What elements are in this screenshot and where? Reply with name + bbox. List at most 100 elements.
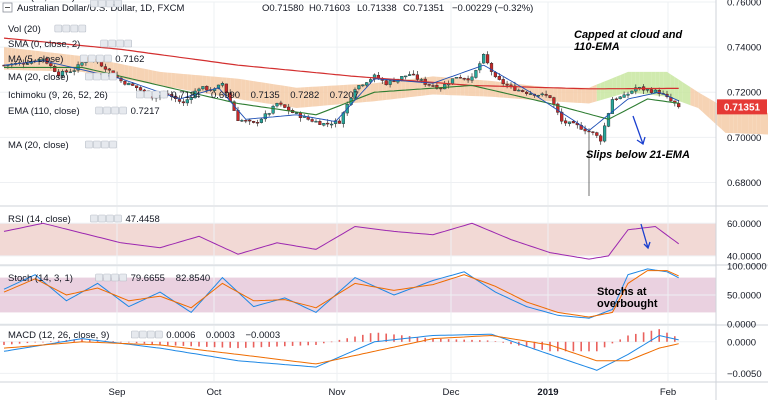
- cloud-segment: [70, 54, 75, 72]
- legend-control-button: [95, 106, 103, 115]
- candle-body: [521, 90, 525, 92]
- macd-hist-bar: [432, 338, 434, 342]
- cloud-segment: [280, 85, 285, 107]
- candle-body: [599, 135, 603, 142]
- candle-body: [435, 85, 439, 89]
- macd-hist-bar: [81, 338, 83, 342]
- legend-control-button: [90, 0, 98, 8]
- macd-hist-bar: [494, 341, 497, 342]
- cloud-segment: [273, 84, 277, 106]
- cloud-segment: [292, 87, 297, 109]
- price-axis[interactable]: 0.76000 0.74000 0.72000 0.70000 0.68000 60.00…: [727, 0, 767, 380]
- candle-body: [68, 71, 72, 73]
- ichimoku-cloud: [4, 47, 768, 135]
- candle-body: [353, 89, 357, 99]
- price-pane[interactable]: [0, 0, 768, 205]
- macd-hist-bar: [26, 341, 29, 344]
- macd-hist-bar: [377, 332, 380, 342]
- candle-body: [80, 62, 84, 66]
- candle-body: [489, 63, 494, 72]
- cloud-segment: [238, 78, 242, 100]
- macd-hist-bar: [307, 341, 309, 346]
- macd-hist-bar: [120, 341, 122, 343]
- candle-body: [466, 78, 470, 81]
- candle-body: [201, 86, 205, 90]
- candle-body: [645, 89, 650, 91]
- candle-body: [283, 104, 287, 108]
- candle-body: [134, 85, 139, 89]
- legend-control-button: [85, 140, 93, 149]
- cloud-segment: [487, 80, 492, 97]
- legend-control-button: [147, 330, 155, 339]
- stoch-tick-label: 100.0000: [727, 262, 767, 273]
- legend-rsi-label: RSI (14, close): [8, 214, 71, 225]
- macd-hist-bar: [167, 341, 169, 346]
- time-axis[interactable]: Sep Oct Nov Dec 2019 Feb: [109, 387, 677, 398]
- candle-body: [618, 96, 622, 100]
- legend-control-button: [109, 140, 117, 149]
- candle-body: [392, 80, 396, 83]
- candle-body: [622, 94, 626, 98]
- annotation-slips: Slips below 21-EMA: [586, 149, 690, 161]
- macd-pane[interactable]: [0, 326, 716, 381]
- cloud-segment: [748, 110, 753, 134]
- cloud-segment: [628, 71, 632, 93]
- macd-hist-bar: [525, 341, 528, 347]
- cloud-segment: [468, 79, 472, 96]
- cloud-segment: [327, 85, 332, 106]
- legend-control-button: [90, 214, 98, 223]
- rsi-pane[interactable]: [0, 207, 716, 264]
- legend-control-button: [101, 140, 109, 149]
- rsi-tick-label: 40.0000: [727, 251, 761, 262]
- legend-control-button: [136, 90, 144, 99]
- chart-header: Australian Dollar/U.S. Dollar, 1D, FXCM …: [2, 2, 533, 14]
- cloud-segment: [538, 86, 543, 101]
- cloud-segment: [639, 71, 644, 95]
- time-tick-label: 2019: [537, 387, 558, 398]
- candle-body: [365, 82, 369, 86]
- cloud-segment: [144, 68, 149, 84]
- cloud-segment: [760, 112, 765, 135]
- legend-ma5-label: MA (5, close): [8, 54, 63, 65]
- cloud-segment: [592, 84, 597, 103]
- stoch-pane[interactable]: [0, 265, 716, 325]
- legend-ema21-label: EMA (21, close): [8, 0, 75, 3]
- legend-control-button: [109, 72, 117, 81]
- cloud-segment: [764, 112, 768, 135]
- ohlc-change: −0.00229 (−0.32%): [452, 3, 533, 14]
- macd-hist-bar: [541, 341, 543, 350]
- candle-body: [630, 90, 634, 94]
- cloud-segment: [585, 87, 589, 104]
- cloud-segment: [331, 85, 336, 105]
- rsi-band: [0, 223, 716, 256]
- legend-ema110-value: 0.7217: [131, 106, 160, 117]
- cloud-segment: [304, 87, 309, 108]
- cloud-segment: [678, 79, 683, 103]
- cloud-segment: [249, 80, 254, 102]
- cloud-segment: [234, 78, 238, 99]
- cloud-segment: [132, 66, 137, 82]
- last-price-tag-bg: [717, 99, 767, 115]
- cloud-segment: [491, 80, 496, 98]
- cloud-segment: [752, 111, 757, 135]
- candle-body: [443, 84, 447, 90]
- candle-body: [528, 93, 533, 95]
- candle-body: [37, 58, 41, 62]
- cloud-segment: [756, 111, 761, 135]
- macd-hist-bar: [182, 341, 185, 346]
- macd-hist-bar: [174, 341, 177, 346]
- macd-hist-bar: [73, 339, 75, 342]
- rsi-line: [3, 222, 679, 260]
- candle-body: [138, 87, 143, 91]
- legend-control-button: [70, 24, 79, 33]
- legend-control-button: [95, 273, 103, 282]
- cloud-segment: [312, 86, 316, 107]
- legend-control-button: [98, 214, 106, 223]
- arrow-shaft-price: [632, 115, 644, 145]
- cloud-segment: [300, 87, 305, 108]
- cloud-segment: [604, 79, 609, 99]
- cloud-segment: [343, 84, 348, 104]
- price-tick-label: 0.70000: [727, 133, 761, 144]
- macd-hist-bar: [11, 341, 13, 345]
- legend-ichimoku-value: 0.6990: [211, 90, 240, 101]
